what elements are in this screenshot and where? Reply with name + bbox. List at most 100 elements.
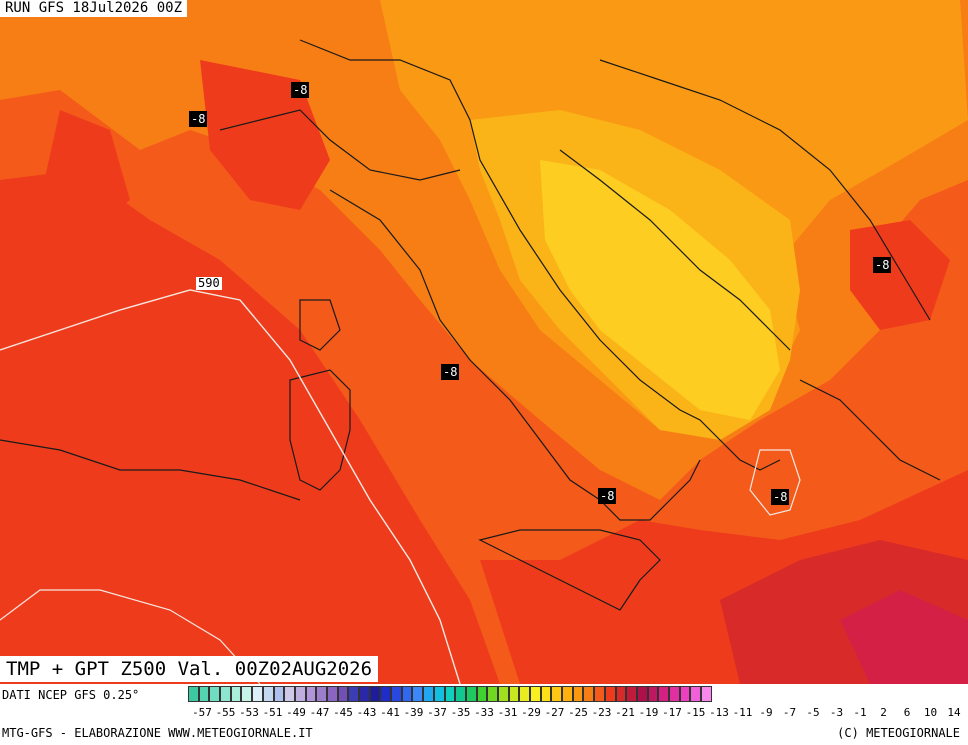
scale-tick-label: -57 [192, 706, 212, 719]
scale-swatch [530, 686, 541, 702]
isobar-secondary [0, 589, 261, 684]
temperature-map [0, 0, 968, 684]
scale-tick-label: -1 [853, 706, 867, 719]
footer-credit: MTG-GFS - ELABORAZIONE WWW.METEOGIORNALE… [2, 726, 313, 740]
scale-tick-label: 10 [923, 706, 938, 719]
scale-swatch [326, 686, 338, 702]
scale-tick-label: -45 [333, 706, 353, 719]
contour-label: -8 [441, 364, 460, 380]
scale-swatch [220, 686, 231, 702]
scale-swatch [369, 686, 381, 702]
scale-swatch [668, 686, 680, 702]
scale-swatch [359, 686, 370, 702]
contour-label: -8 [598, 488, 617, 504]
contour-label: -8 [873, 257, 892, 273]
scale-swatch [241, 686, 253, 702]
scale-swatch [337, 686, 349, 702]
scale-swatch [508, 686, 520, 702]
scale-swatch [615, 686, 627, 702]
field-magenta [840, 590, 968, 684]
scale-swatch [519, 686, 530, 702]
scale-swatch [572, 686, 584, 702]
scale-tick-label: -7 [782, 706, 797, 719]
scale-swatch [294, 686, 306, 702]
contour-label: -8 [291, 82, 310, 98]
scale-swatch [583, 686, 595, 702]
scale-swatch [604, 686, 616, 702]
valid-title: TMP + GPT Z500 Val. 00Z02AUG2026 [0, 656, 379, 682]
scale-swatch [690, 686, 701, 702]
contour-label: -8 [189, 111, 208, 127]
scale-tick-label: -11 [732, 706, 753, 719]
scale-tick-label: -43 [356, 706, 377, 719]
scale-tick-label: -55 [215, 706, 236, 719]
scale-swatch [433, 686, 445, 702]
scale-tick-label: -29 [521, 706, 541, 719]
scale-swatch [188, 686, 199, 702]
scale-swatch [701, 686, 712, 702]
scale-tick-label: -41 [380, 706, 400, 719]
field-red-east [850, 220, 950, 330]
scale-tick-label: -15 [685, 706, 706, 719]
contour-label: -8 [771, 489, 790, 505]
scale-tick-label: -49 [286, 706, 306, 719]
scale-tick-label: -37 [427, 706, 447, 719]
scale-tick-label: -33 [474, 706, 494, 719]
scale-swatch [230, 686, 242, 702]
scale-swatch [262, 686, 274, 702]
scale-ticks: -57 -55 -53 -51 -49 -47 -45 -43 -41 -39 -37 -35 -33-… [188, 706, 966, 720]
scale-swatch [540, 686, 552, 702]
isobar-590 [0, 289, 461, 684]
scale-swatch [465, 686, 477, 702]
scale-swatch [198, 686, 210, 702]
field-red-nw [40, 110, 130, 230]
scale-tick-label: 2 [880, 706, 887, 719]
scale-tick-label: -17 [662, 706, 682, 719]
scale-tick-label: -53 [239, 706, 259, 719]
scale-tick-label: -25 [568, 706, 588, 719]
scale-tick-label: -23 [591, 706, 612, 719]
isobar-ring [749, 449, 801, 516]
scale-swatch [551, 686, 563, 702]
scale-tick-label: 6 [903, 706, 911, 719]
source-label: DATI NCEP GFS 0.25° [2, 688, 140, 702]
scale-swatch [380, 686, 392, 702]
scale-swatch [658, 686, 669, 702]
scale-tick-label: -3 [829, 706, 844, 719]
scale-tick-label: -9 [759, 706, 773, 719]
scale-tick-label: -35 [450, 706, 471, 719]
scale-tick-label: -51 [262, 706, 283, 719]
scale-swatch [636, 686, 648, 702]
scale-swatch [284, 686, 295, 702]
scale-swatch [412, 686, 424, 702]
scale-swatch [594, 686, 605, 702]
scale-swatch [305, 686, 317, 702]
scale-swatch [316, 686, 327, 702]
scale-swatch [401, 686, 413, 702]
run-label: RUN GFS 18Jul2026 00Z [0, 0, 188, 17]
scale-swatch [626, 686, 637, 702]
scale-tick-label: -27 [544, 706, 565, 719]
scale-swatch [679, 686, 691, 702]
scale-swatch [487, 686, 498, 702]
field-red-west [0, 170, 500, 684]
scale-swatch [209, 686, 221, 702]
scale-tick-label: -19 [638, 706, 659, 719]
scale-swatch [562, 686, 573, 702]
field-yellow [540, 160, 780, 420]
scale-tick-label: -47 [309, 706, 330, 719]
scale-swatch [444, 686, 456, 702]
scale-swatch [423, 686, 434, 702]
scale-tick-label: -39 [403, 706, 424, 719]
scale-tick-label: -21 [615, 706, 635, 719]
scale-swatch [252, 686, 263, 702]
scale-swatch [391, 686, 402, 702]
scale-tick-label: -31 [497, 706, 518, 719]
color-scale [188, 686, 712, 704]
scale-swatch [273, 686, 285, 702]
isobar-label: 590 [196, 276, 222, 290]
scale-tick-label: 14 [947, 706, 961, 719]
scale-swatch [647, 686, 659, 702]
coastlines [0, 39, 941, 611]
scale-swatch [348, 686, 359, 702]
